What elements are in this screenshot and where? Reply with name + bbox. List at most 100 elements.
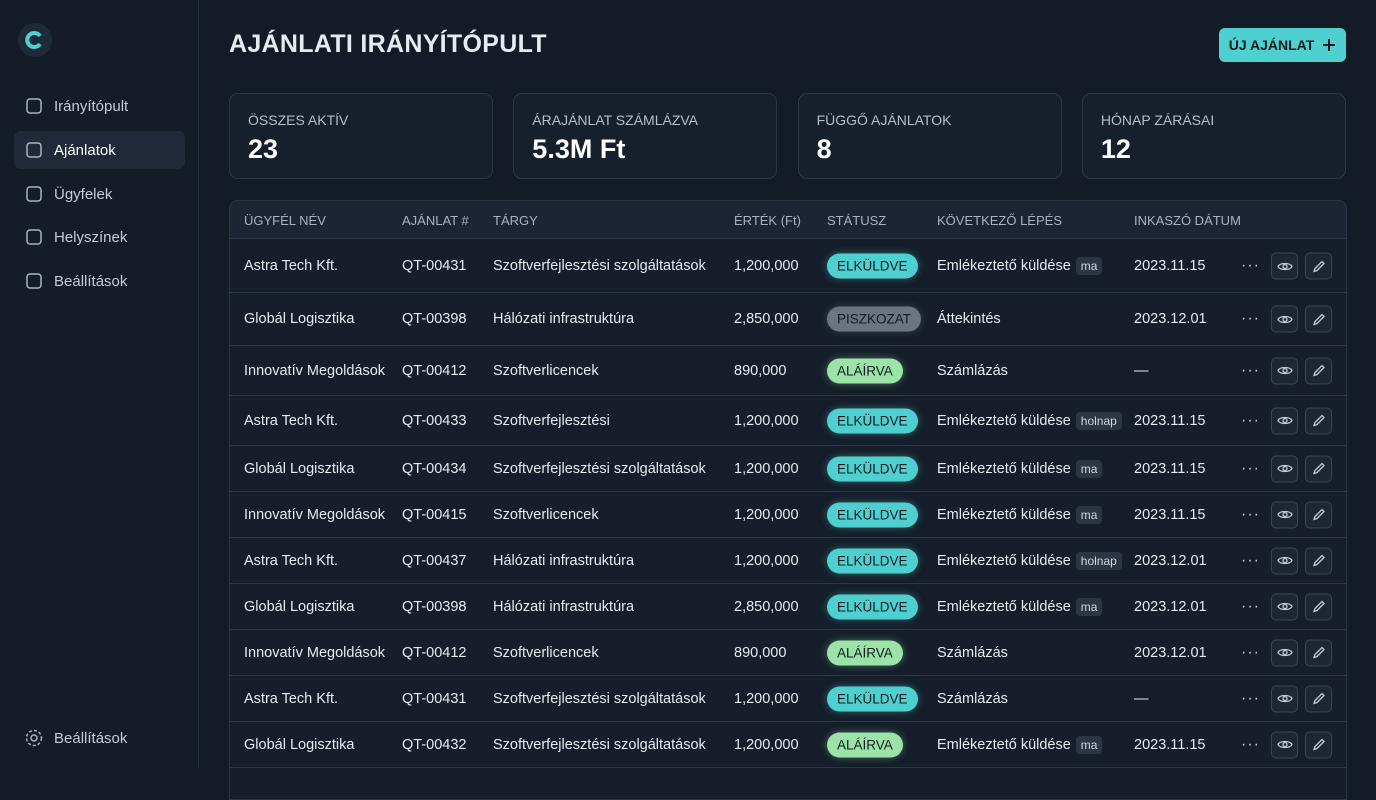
view-button[interactable] xyxy=(1271,685,1298,712)
more-button[interactable]: ··· xyxy=(1241,310,1260,327)
more-button[interactable]: ··· xyxy=(1241,411,1260,429)
view-button[interactable] xyxy=(1271,252,1298,280)
table-row[interactable]: Astra Tech Kft. QT-00437 Hálózati infrastr… xyxy=(230,538,1346,584)
edit-button[interactable] xyxy=(1305,685,1332,712)
table-row[interactable]: Globál Logisztika QT-00434 Szoftverfejlesz… xyxy=(230,446,1346,492)
status-badge: ELKÜLDVE xyxy=(827,548,918,573)
cell-subject: Szoftverfejlesztési szolgáltatások xyxy=(493,460,706,477)
table-row[interactable]: Astra Tech Kft. QT-00431 Szoftverfejleszté… xyxy=(230,676,1346,722)
status-badge: ALÁÍRVA xyxy=(827,640,903,665)
nav-label: Helyszínek xyxy=(54,228,128,246)
view-button[interactable] xyxy=(1271,455,1298,482)
cell-value: 1,200,000 xyxy=(734,460,799,477)
status-badge: PISZKOZAT xyxy=(827,306,922,332)
more-button[interactable]: ··· xyxy=(1241,361,1260,379)
cell-client: Innovatív Megoldások xyxy=(244,362,386,379)
column-header: ÉRTÉK (Ft) xyxy=(734,213,801,228)
cell-client: Globál Logisztika xyxy=(244,460,355,477)
more-button[interactable]: ··· xyxy=(1241,597,1260,615)
cell-subject: Hálózati infrastruktúra xyxy=(493,598,635,615)
next-step-tag: ma xyxy=(1075,735,1103,754)
stat-label: ÖSSZES AKTÍV xyxy=(248,112,349,128)
more-button[interactable]: ··· xyxy=(1241,643,1260,661)
cell-subject: Szoftverfejlesztési szolgáltatások xyxy=(493,736,706,753)
edit-button[interactable] xyxy=(1305,305,1332,333)
next-step: Számlázás xyxy=(937,644,1008,661)
nav-item[interactable]: Beállítások xyxy=(14,262,185,300)
view-button[interactable] xyxy=(1271,305,1298,333)
status-badge: ELKÜLDVE xyxy=(827,686,918,711)
nav-item[interactable]: Irányítópult xyxy=(14,87,185,125)
view-button[interactable] xyxy=(1271,639,1298,666)
next-step-tag: holnap xyxy=(1075,551,1122,570)
nav-label: Ajánlatok xyxy=(54,141,116,159)
table-row[interactable]: Innovatív Megoldások QT-00412 Szoftverlice… xyxy=(230,630,1346,676)
edit-button[interactable] xyxy=(1305,501,1332,528)
column-header: ÜGYFÉL NÉV xyxy=(244,213,326,228)
cell-subject: Szoftverlicencek xyxy=(493,644,599,661)
edit-button[interactable] xyxy=(1305,252,1332,280)
table-row[interactable]: Astra Tech Kft. QT-00431 Szoftverfejleszté… xyxy=(230,240,1346,293)
more-button[interactable]: ··· xyxy=(1241,551,1260,569)
edit-button[interactable] xyxy=(1305,407,1332,434)
status-badge: ELKÜLDVE xyxy=(827,456,918,481)
more-button[interactable]: ··· xyxy=(1241,505,1260,523)
cell-date: 2023.12.01 xyxy=(1134,644,1207,661)
cell-quote: QT-00432 xyxy=(402,736,467,753)
cell-next: Emlékeztető küldése holnap xyxy=(937,551,1122,570)
view-button[interactable] xyxy=(1271,501,1298,528)
next-step: Emlékeztető küldése xyxy=(937,552,1071,569)
more-button[interactable]: ··· xyxy=(1241,735,1260,753)
table-row[interactable]: Globál Logisztika QT-00398 Hálózati infras… xyxy=(230,293,1346,346)
nav-footer[interactable]: Beállítások xyxy=(14,719,185,757)
cell-client: Globál Logisztika xyxy=(244,736,355,753)
edit-button[interactable] xyxy=(1305,455,1332,482)
cell-subject: Hálózati infrastruktúra xyxy=(493,311,635,327)
sidebar: Irányítópult Ajánlatok Ügyfelek Helyszínek B… xyxy=(0,0,199,768)
edit-button[interactable] xyxy=(1305,731,1332,758)
stat-value: 8 xyxy=(816,134,832,164)
column-header: KÖVETKEZŐ LÉPÉS xyxy=(937,213,1062,228)
stat-value: 5.3M Ft xyxy=(532,134,626,164)
edit-button[interactable] xyxy=(1305,547,1332,574)
new-quote-button[interactable]: ÚJ AJÁNLAT xyxy=(1219,28,1346,62)
cell-client: Globál Logisztika xyxy=(244,311,355,327)
cell-client: Astra Tech Kft. xyxy=(244,690,339,707)
next-step-tag: ma xyxy=(1075,459,1103,478)
nav-item[interactable]: Ügyfelek xyxy=(14,175,185,213)
cell-client: Astra Tech Kft. xyxy=(244,258,339,274)
nav-item[interactable]: Ajánlatok xyxy=(14,131,185,169)
cell-value: 1,200,000 xyxy=(734,552,799,569)
stat-card: HÓNAP ZÁRÁSAI 12 xyxy=(1081,93,1346,179)
table-row[interactable]: Innovatív Megoldások QT-00412 Szoftverlice… xyxy=(230,346,1346,396)
view-button[interactable] xyxy=(1271,547,1298,574)
edit-button[interactable] xyxy=(1305,357,1332,384)
cell-quote: QT-00415 xyxy=(402,506,467,523)
table-row[interactable]: Globál Logisztika QT-00398 Hálózati infras… xyxy=(230,584,1346,630)
stat-value: 23 xyxy=(248,134,279,164)
table-row[interactable]: Astra Tech Kft. QT-00433 Szoftverfejleszté… xyxy=(230,396,1346,446)
cell-quote: QT-00398 xyxy=(402,311,467,327)
column-header: AJÁNLAT # xyxy=(402,213,469,228)
edit-button[interactable] xyxy=(1305,639,1332,666)
cell-date: 2023.11.15 xyxy=(1134,460,1206,477)
table-row[interactable]: Innovatív Megoldások QT-00415 Szoftverlice… xyxy=(230,492,1346,538)
view-button[interactable] xyxy=(1271,593,1298,620)
cell-value: 890,000 xyxy=(734,362,787,379)
nav-item[interactable]: Helyszínek xyxy=(14,218,185,256)
cell-date: 2023.12.01 xyxy=(1134,311,1207,327)
cell-next: Emlékeztető küldése ma xyxy=(937,257,1103,275)
view-button[interactable] xyxy=(1271,731,1298,758)
more-button[interactable]: ··· xyxy=(1241,257,1260,274)
cell-subject: Szoftverfejlesztési xyxy=(493,412,610,429)
logo xyxy=(18,23,52,57)
more-button[interactable]: ··· xyxy=(1241,689,1260,707)
nav-label: Beállítások xyxy=(54,729,128,747)
view-button[interactable] xyxy=(1271,357,1298,384)
table-row[interactable]: Globál Logisztika QT-00432 Szoftverfejlesz… xyxy=(230,722,1346,768)
cell-next: Emlékeztető küldése holnap xyxy=(937,411,1122,430)
more-button[interactable]: ··· xyxy=(1241,459,1260,477)
cell-next: Számlázás xyxy=(937,691,1008,707)
edit-button[interactable] xyxy=(1305,593,1332,620)
view-button[interactable] xyxy=(1271,407,1298,434)
